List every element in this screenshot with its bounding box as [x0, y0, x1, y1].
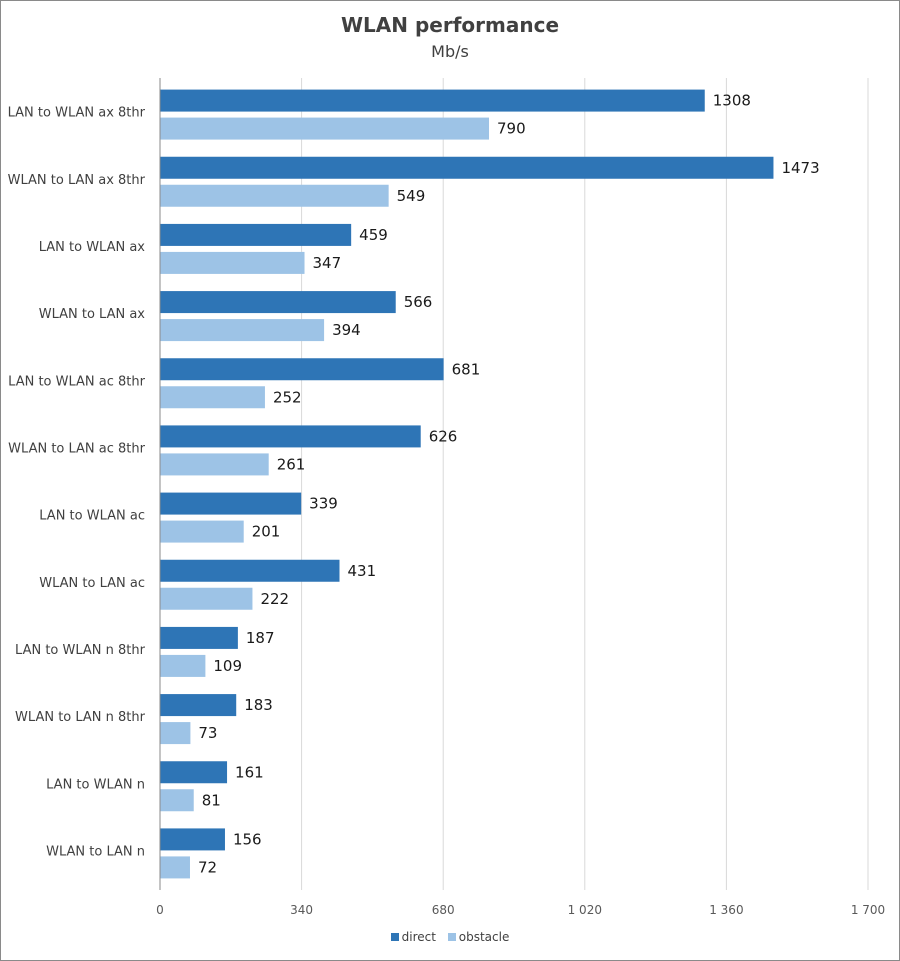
data-label-obstacle: 261: [277, 455, 306, 473]
category-label: LAN to WLAN n 8thr: [15, 643, 146, 658]
category-label: WLAN to LAN ax 8thr: [8, 173, 146, 188]
bar-direct: [160, 89, 705, 112]
category-label: WLAN to LAN n: [46, 844, 145, 859]
bar-obstacle: [160, 789, 194, 812]
bar-direct: [160, 425, 421, 448]
chart-title: WLAN performance: [340, 13, 560, 37]
category-label: WLAN to LAN n 8thr: [15, 710, 146, 725]
legend-label-obstacle: obstacle: [458, 930, 510, 944]
bar-direct: [160, 559, 340, 582]
data-label-direct: 183: [244, 696, 273, 714]
data-label-direct: 161: [235, 763, 264, 781]
bar-direct: [160, 626, 238, 649]
bar-obstacle: [160, 117, 490, 140]
data-label-obstacle: 394: [332, 321, 361, 339]
data-label-obstacle: 222: [260, 590, 289, 608]
bar-direct: [160, 492, 302, 515]
bar-obstacle: [160, 587, 253, 610]
legend-item-obstacle: obstacle: [447, 930, 510, 944]
data-label-obstacle: 72: [198, 858, 217, 876]
x-tick-label: 0: [156, 903, 164, 917]
bar-direct: [160, 761, 228, 784]
bar-direct: [160, 223, 352, 246]
data-label-direct: 626: [429, 427, 458, 445]
bar-direct: [160, 156, 774, 179]
bar-obstacle: [160, 654, 206, 677]
data-label-direct: 187: [246, 629, 275, 647]
data-label-direct: 156: [233, 830, 262, 848]
x-tick-label: 340: [290, 903, 313, 917]
x-tick-label: 1 700: [851, 903, 885, 917]
bar-obstacle: [160, 319, 325, 342]
data-label-direct: 1473: [781, 159, 819, 177]
category-label: LAN to WLAN n: [46, 777, 145, 792]
legend-swatch-direct: [390, 933, 399, 941]
category-label: WLAN to LAN ax: [39, 307, 146, 322]
data-label-obstacle: 81: [202, 791, 221, 809]
data-label-direct: 459: [359, 226, 388, 244]
category-label: LAN to WLAN ax 8thr: [8, 106, 146, 121]
data-label-obstacle: 790: [497, 120, 526, 138]
data-label-direct: 566: [404, 293, 433, 311]
bar-obstacle: [160, 184, 389, 207]
data-label-obstacle: 252: [273, 388, 302, 406]
category-label: LAN to WLAN ax: [39, 240, 146, 255]
legend-swatch-obstacle: [447, 933, 456, 941]
bar-direct: [160, 358, 444, 381]
x-tick-label: 1 020: [568, 903, 602, 917]
data-label-direct: 681: [452, 360, 481, 378]
x-tick-label: 1 360: [709, 903, 743, 917]
data-label-direct: 339: [309, 495, 338, 513]
data-label-obstacle: 73: [198, 724, 217, 742]
bar-obstacle: [160, 251, 305, 274]
bar-obstacle: [160, 453, 269, 476]
chart-subtitle: Mb/s: [431, 42, 469, 61]
category-label: WLAN to LAN ac: [39, 576, 145, 591]
legend: direct obstacle: [0, 930, 900, 944]
data-label-direct: 1308: [713, 92, 751, 110]
category-label: LAN to WLAN ac 8thr: [8, 374, 145, 389]
bar-direct: [160, 291, 396, 314]
bar-obstacle: [160, 520, 244, 543]
bar-direct: [160, 694, 237, 717]
legend-label-direct: direct: [401, 930, 436, 944]
data-label-obstacle: 201: [252, 523, 281, 541]
bar-obstacle: [160, 856, 190, 879]
data-label-obstacle: 347: [313, 254, 342, 272]
legend-item-direct: direct: [390, 930, 436, 944]
bar-obstacle: [160, 386, 265, 409]
data-label-obstacle: 109: [213, 657, 242, 675]
x-tick-label: 680: [432, 903, 455, 917]
data-label-direct: 431: [347, 562, 376, 580]
category-label: LAN to WLAN ac: [39, 509, 145, 524]
bar-direct: [160, 828, 225, 851]
bar-obstacle: [160, 722, 191, 745]
data-label-obstacle: 549: [397, 187, 426, 205]
category-label: WLAN to LAN ac 8thr: [8, 441, 145, 456]
